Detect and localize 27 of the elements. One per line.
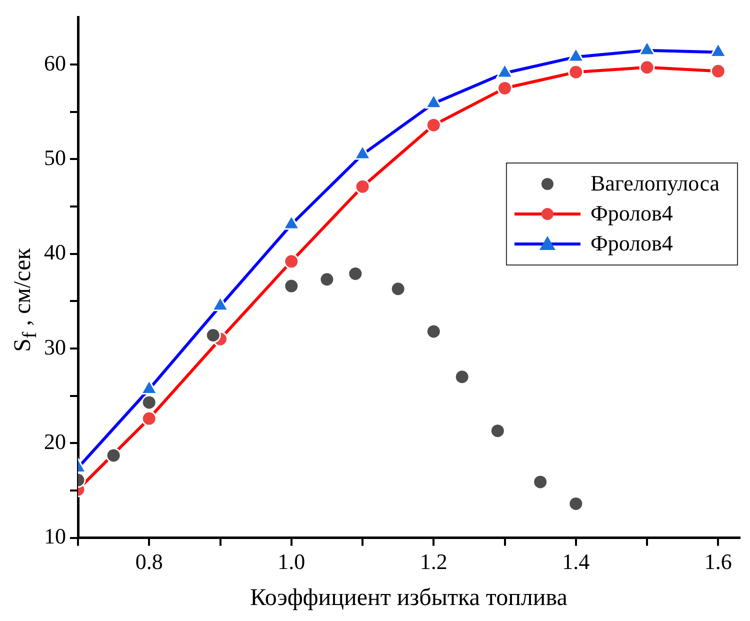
point	[284, 278, 300, 294]
y-tick-label: 30	[44, 334, 66, 360]
x-tick-label: 1.6	[704, 548, 732, 574]
point	[106, 448, 122, 464]
y-tick-label: 10	[44, 524, 66, 549]
y-tick-label: 20	[44, 428, 66, 454]
point	[390, 281, 406, 297]
point	[568, 496, 584, 512]
legend-label: Фролов4	[590, 200, 673, 226]
x-tick-label: 0.8	[135, 548, 163, 574]
legend-label: Фролов4	[590, 230, 673, 256]
x-tick-label: 1.2	[420, 548, 448, 574]
point	[348, 266, 364, 282]
point	[532, 474, 548, 490]
x-axis-title: Коэффициент избытка топлива	[250, 584, 568, 611]
legend-label: Вагелопулоса	[590, 170, 720, 196]
point	[319, 272, 335, 288]
point	[205, 327, 221, 343]
x-tick-label: 1.0	[278, 548, 306, 574]
y-tick-label: 40	[44, 240, 66, 265]
y-tick-label: 60	[44, 50, 66, 76]
point	[426, 324, 442, 340]
x-tick-label: 1.4	[562, 548, 590, 574]
point	[141, 394, 157, 410]
y-tick-label: 50	[44, 144, 66, 170]
point	[454, 369, 470, 385]
point	[490, 423, 506, 439]
